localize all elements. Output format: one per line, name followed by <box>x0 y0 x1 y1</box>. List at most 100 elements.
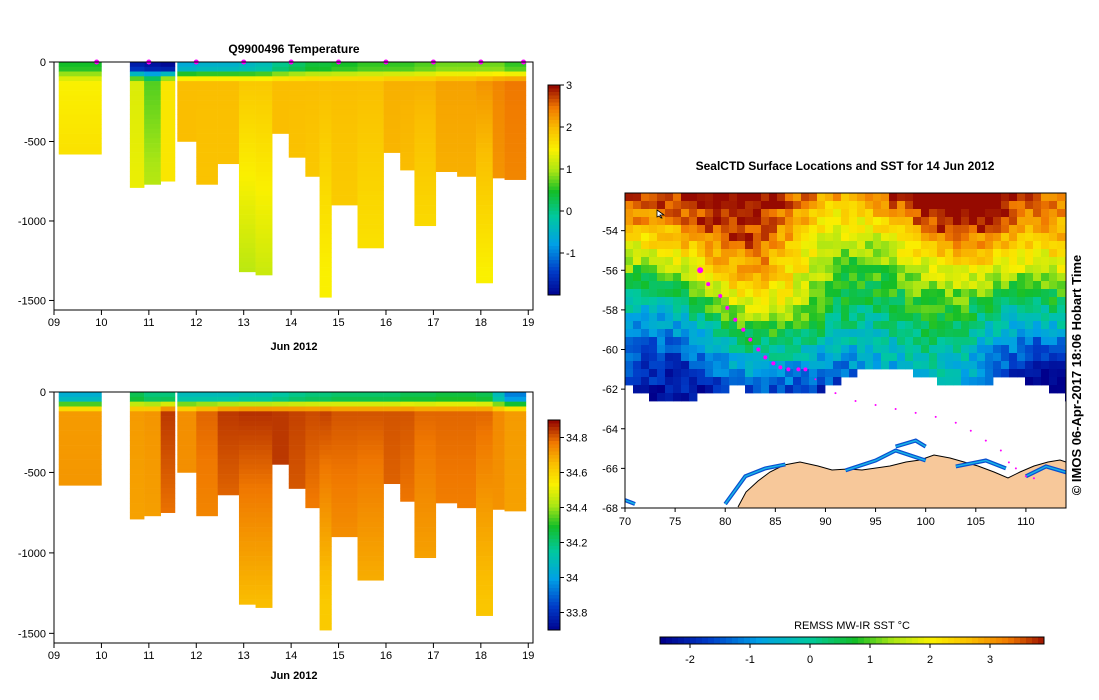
profile-cell <box>177 100 197 106</box>
sst-cell <box>785 297 794 306</box>
sst-cell <box>721 273 730 282</box>
sst-cell <box>801 281 810 290</box>
profile-column <box>238 62 256 273</box>
profile-cell <box>476 152 493 158</box>
sst-cell <box>641 361 650 370</box>
sst-cell <box>961 217 970 226</box>
sst-cell <box>937 225 946 234</box>
sst-cell <box>793 377 802 386</box>
sst-cell <box>649 225 658 234</box>
profile-cell <box>255 147 273 153</box>
profile-cell <box>435 474 458 480</box>
profile-cell <box>144 430 162 436</box>
sst-cell <box>769 233 778 242</box>
sst-cell <box>945 313 954 322</box>
sst-cell <box>937 377 946 386</box>
sst-cell <box>737 265 746 274</box>
profile-cell <box>177 425 197 431</box>
profile-cell <box>144 392 162 398</box>
sst-cell <box>801 313 810 322</box>
profile-cell <box>383 138 401 144</box>
profile-cell <box>435 464 458 470</box>
profile-cell <box>414 157 437 163</box>
sst-cell <box>681 305 690 314</box>
profile-cell <box>414 176 437 182</box>
sst-cell <box>1009 313 1018 322</box>
profile-cell <box>383 128 401 134</box>
sst-cell <box>889 249 898 258</box>
sst-cell <box>785 193 794 202</box>
profile-cell <box>414 541 437 547</box>
profile-cell <box>196 483 218 489</box>
profile-cell <box>255 181 273 187</box>
profile-cell <box>160 498 176 504</box>
sst-cell <box>745 361 754 370</box>
sst-cell <box>929 313 938 322</box>
sst-cell <box>977 297 986 306</box>
profile-cell <box>331 190 358 196</box>
profile-cell <box>331 76 358 82</box>
sst-cell <box>945 353 954 362</box>
sst-cell <box>905 329 914 338</box>
profile-cell <box>457 162 477 168</box>
profile-cell <box>476 512 493 518</box>
sst-cell <box>1033 281 1042 290</box>
profile-cell <box>331 522 358 528</box>
sst-cell <box>665 337 674 346</box>
sst-cell <box>801 297 810 306</box>
sst-colorbar-segment <box>732 637 739 644</box>
profile-cell <box>288 449 306 456</box>
sst-cell <box>817 265 826 274</box>
sst-cell <box>681 217 690 226</box>
profile-cell <box>414 124 437 130</box>
profile-cell <box>319 478 332 485</box>
sst-cell <box>825 249 834 258</box>
sst-cell <box>1041 345 1050 354</box>
sst-cell <box>713 225 722 234</box>
sst-cell <box>929 329 938 338</box>
profile-cell <box>319 527 332 533</box>
x-tick-label: 09 <box>48 317 60 329</box>
profile-cell <box>58 119 102 125</box>
sst-cell <box>697 369 706 378</box>
profile-cell <box>272 430 290 436</box>
profile-cell <box>129 166 145 172</box>
sst-cell <box>881 273 890 282</box>
profile-cell <box>357 233 384 239</box>
profile-cell <box>383 411 401 417</box>
sst-cell <box>1017 193 1026 202</box>
profile-cell <box>255 228 273 234</box>
profile-cell <box>435 166 458 172</box>
sst-cell <box>897 321 906 330</box>
sst-colorbar-segment <box>906 637 913 644</box>
sst-cell <box>673 321 682 330</box>
antarctic-land <box>737 454 1066 508</box>
sst-cell <box>985 321 994 330</box>
sst-cell <box>697 329 706 338</box>
profile-cell <box>492 464 505 470</box>
sst-cell <box>865 329 874 338</box>
sst-cell <box>1057 265 1066 274</box>
sst-cell <box>769 377 778 386</box>
sst-cell <box>1025 345 1034 354</box>
profile-cell <box>144 71 162 77</box>
sst-cell <box>937 305 946 314</box>
profile-cell <box>144 396 162 402</box>
sst-cell <box>633 193 642 202</box>
profile-cell <box>255 425 273 431</box>
sst-cell <box>969 265 978 274</box>
colorbar-segment <box>548 427 560 431</box>
sst-cell <box>633 241 642 250</box>
sst-cell <box>849 201 858 210</box>
profile-cell <box>255 243 273 249</box>
profile-cell <box>400 162 415 168</box>
sst-cell <box>625 249 634 258</box>
lon-tick-label: 75 <box>669 516 681 528</box>
profile-column <box>217 62 240 165</box>
sst-cell <box>1049 369 1058 378</box>
profile-cell <box>357 459 384 465</box>
profile-cell <box>457 104 477 110</box>
profile-cell <box>196 474 218 480</box>
profile-cell <box>272 85 290 91</box>
profile-cell <box>319 200 332 206</box>
